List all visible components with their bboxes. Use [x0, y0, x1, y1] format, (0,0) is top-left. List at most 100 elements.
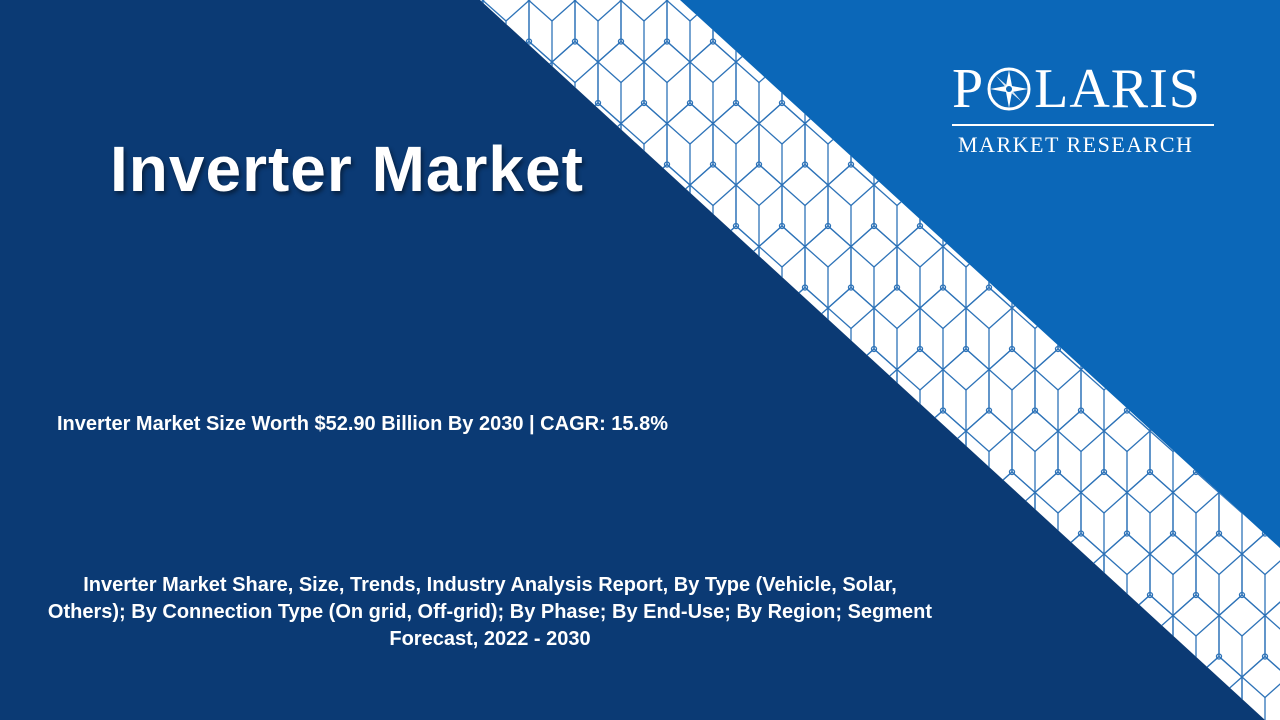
lattice-edge: [597, 246, 622, 268]
diagonal-stripe: [480, 0, 1280, 720]
lattice-edge: [666, 369, 691, 391]
lattice-edge: [528, 0, 553, 22]
lattice-edge: [896, 676, 921, 698]
lattice-edge: [965, 492, 990, 514]
lattice-edge: [414, 677, 437, 698]
lattice-edge: [804, 184, 829, 206]
lattice-node: [1261, 653, 1269, 660]
lattice-edge: [965, 615, 990, 637]
lattice-edge: [804, 369, 829, 391]
lattice-edge: [368, 677, 391, 698]
lattice-cell: [597, 163, 645, 248]
lattice-cell: [689, 286, 737, 371]
lattice-node: [389, 654, 394, 659]
lattice-cell: [551, 286, 599, 371]
lattice-node: [480, 284, 487, 291]
lattice-node: [366, 470, 371, 475]
lattice-cell: [345, 226, 391, 308]
lattice-edge: [827, 369, 852, 391]
lattice-edge: [482, 0, 507, 22]
lattice-edge: [620, 0, 645, 22]
lattice-edge: [551, 676, 576, 698]
lattice-node: [847, 407, 855, 414]
lattice-edge: [597, 676, 622, 698]
lattice-edge: [1103, 615, 1128, 637]
lattice-edge: [804, 676, 829, 698]
lattice-edge: [643, 123, 668, 145]
lattice-edge: [919, 307, 944, 329]
lattice-node: [1100, 591, 1108, 599]
lattice-node: [778, 345, 786, 353]
lattice-edge: [919, 246, 944, 268]
lattice-edge: [1034, 430, 1059, 452]
lattice-cell: [781, 409, 829, 494]
lattice-node: [435, 39, 440, 44]
lattice-edge: [781, 676, 806, 698]
lattice-edge: [781, 369, 806, 391]
lattice-node: [1031, 653, 1039, 660]
lattice-node: [389, 531, 394, 536]
lattice-edge: [1057, 615, 1082, 637]
lattice-node: [686, 222, 694, 230]
lattice-edge: [551, 492, 576, 514]
lattice-node: [985, 653, 993, 660]
lattice-node: [640, 222, 648, 230]
lattice-edge: [368, 493, 391, 514]
lattice-edge: [368, 308, 391, 329]
lattice-edge: [896, 369, 921, 391]
lattice-node: [548, 99, 556, 107]
lattice-edge: [1103, 492, 1128, 514]
lattice-edge: [1080, 492, 1105, 514]
lattice-node: [893, 284, 901, 291]
lattice-edge: [414, 493, 437, 514]
lattice-edge: [942, 553, 967, 575]
lattice-edge: [735, 369, 760, 391]
lattice-edge: [689, 246, 714, 268]
lattice-node: [571, 284, 579, 291]
lattice-cell: [781, 655, 829, 720]
lattice-node: [617, 653, 625, 660]
lattice-node: [962, 345, 970, 353]
logo-wordmark: P LARIS: [952, 60, 1220, 118]
lattice-node: [435, 285, 440, 290]
lattice-node: [709, 284, 717, 291]
lattice-cell: [758, 348, 806, 432]
lattice-node: [1100, 468, 1108, 476]
lattice-edge: [712, 369, 737, 391]
lattice-edge: [574, 492, 599, 514]
lattice-cell: [528, 225, 576, 309]
lattice-edge: [620, 61, 645, 83]
lattice-edge: [437, 493, 460, 514]
lattice-cell: [1011, 532, 1059, 617]
lattice-node: [893, 530, 901, 537]
polaris-logo: P LARIS MARKET RESEARCH: [952, 60, 1220, 158]
lattice-edge: [574, 246, 599, 268]
lattice-edge: [345, 247, 368, 268]
lattice-edge: [735, 184, 760, 206]
lattice-edge: [528, 307, 553, 329]
lattice-edge: [482, 676, 507, 698]
lattice-node: [525, 530, 533, 537]
lattice-node: [617, 530, 625, 537]
lattice-edge: [1126, 553, 1151, 575]
lattice-edge: [620, 369, 645, 391]
lattice-edge: [919, 676, 944, 698]
lattice-edge: [689, 369, 714, 391]
lattice-cell: [551, 655, 599, 720]
lattice-cell: [689, 655, 737, 720]
lattice-edge: [345, 493, 368, 514]
lattice-node: [366, 347, 371, 352]
lattice-node: [571, 38, 579, 45]
lattice-cell: [850, 471, 898, 555]
lattice-edge: [597, 0, 622, 22]
lattice-cell: [414, 288, 460, 370]
lattice-edge: [735, 246, 760, 268]
lattice-edge: [873, 369, 898, 391]
lattice-edge: [965, 430, 990, 452]
lattice-cell: [480, 225, 484, 309]
lattice-edge: [574, 369, 599, 391]
lattice-edge: [643, 369, 668, 391]
lattice-cell: [1080, 594, 1128, 678]
lattice-cell: [620, 225, 668, 309]
lattice-edge: [666, 61, 691, 83]
